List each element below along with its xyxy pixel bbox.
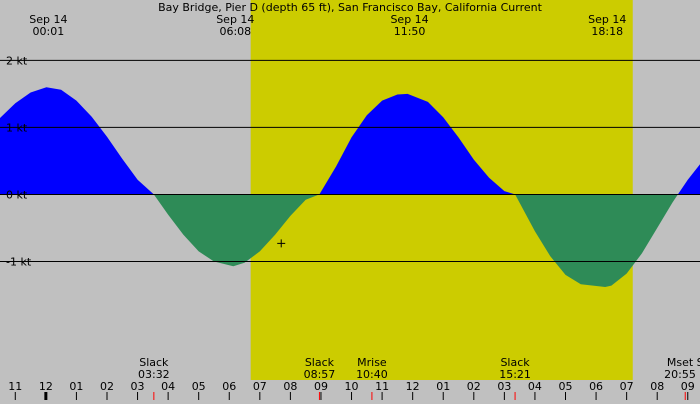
x-tick-label: 06 — [589, 380, 603, 393]
x-tick-label: 05 — [192, 380, 206, 393]
x-tick-label: 03 — [497, 380, 511, 393]
x-tick-layer: 11 12 01 02 03 04 05 06 07 08 09 10 11 12 01 02 03 04 05 06… — [8, 380, 695, 400]
x-tick-label: 04 — [528, 380, 542, 393]
extremum-date-label: Sep 14 — [588, 13, 626, 26]
ebb-current-area — [515, 194, 678, 287]
chart-title: Bay Bridge, Pier D (depth 65 ft), San Fr… — [158, 1, 543, 14]
current-area-layer — [0, 87, 700, 287]
flood-current-area — [677, 164, 700, 195]
y-tick-label: 1 kt — [6, 121, 28, 134]
x-tick-label: 12 — [39, 380, 53, 393]
x-tick-label: 08 — [283, 380, 297, 393]
x-tick-label: 02 — [467, 380, 481, 393]
x-tick-label: 01 — [436, 380, 450, 393]
extremum-time-label: 18:18 — [591, 25, 623, 38]
ebb-current-area — [153, 194, 320, 267]
event-name-label: Slack — [305, 356, 335, 369]
event-time-label: 08:57 — [304, 368, 336, 381]
x-tick-label: 11 — [375, 380, 389, 393]
flood-current-area — [0, 87, 154, 195]
x-tick-label: 12 — [406, 380, 420, 393]
x-tick-label: 05 — [559, 380, 573, 393]
y-tick-label: -1 kt — [6, 255, 32, 268]
x-tick-label: 08 — [650, 380, 664, 393]
extremum-time-label: 11:50 — [394, 25, 426, 38]
extremum-time-label: 00:01 — [33, 25, 65, 38]
event-name-label: Slack — [500, 356, 530, 369]
event-name-label: Mrise — [357, 356, 387, 369]
x-tick-label: 01 — [69, 380, 83, 393]
crosshair-layer — [277, 239, 286, 248]
extremum-date-label: Sep 14 — [390, 13, 428, 26]
event-name-label: Mset S — [667, 356, 700, 369]
gridline-layer — [0, 59, 700, 262]
extremum-date-label: Sep 14 — [216, 13, 254, 26]
x-tick-label: 06 — [222, 380, 236, 393]
x-tick-label: 07 — [253, 380, 267, 393]
x-tick-label: 10 — [345, 380, 359, 393]
x-tick-label: 09 — [314, 380, 328, 393]
event-time-label: 03:32 — [138, 368, 170, 381]
flood-current-area — [319, 93, 516, 195]
event-name-label: Slack — [139, 356, 169, 369]
extremum-date-label: Sep 14 — [29, 13, 67, 26]
x-tick-label: 02 — [100, 380, 114, 393]
y-tick-label: 0 kt — [6, 188, 28, 201]
x-tick-label: 09 — [681, 380, 695, 393]
event-time-label: 10:40 — [356, 368, 388, 381]
event-label-layer: Slack03:32Slack08:57Mrise10:40Slack15:21… — [138, 356, 700, 381]
y-tick-label: 2 kt — [6, 54, 28, 67]
x-tick-label: 07 — [620, 380, 634, 393]
x-tick-label: 03 — [131, 380, 145, 393]
y-tick-label-layer: 2 kt 1 kt 0 kt -1 kt — [6, 54, 32, 268]
x-tick-label: 04 — [161, 380, 175, 393]
x-tick-label: 11 — [8, 380, 22, 393]
event-time-label: 20:55 2 — [664, 368, 700, 381]
event-time-label: 15:21 — [499, 368, 531, 381]
extremum-time-label: 06:08 — [219, 25, 251, 38]
